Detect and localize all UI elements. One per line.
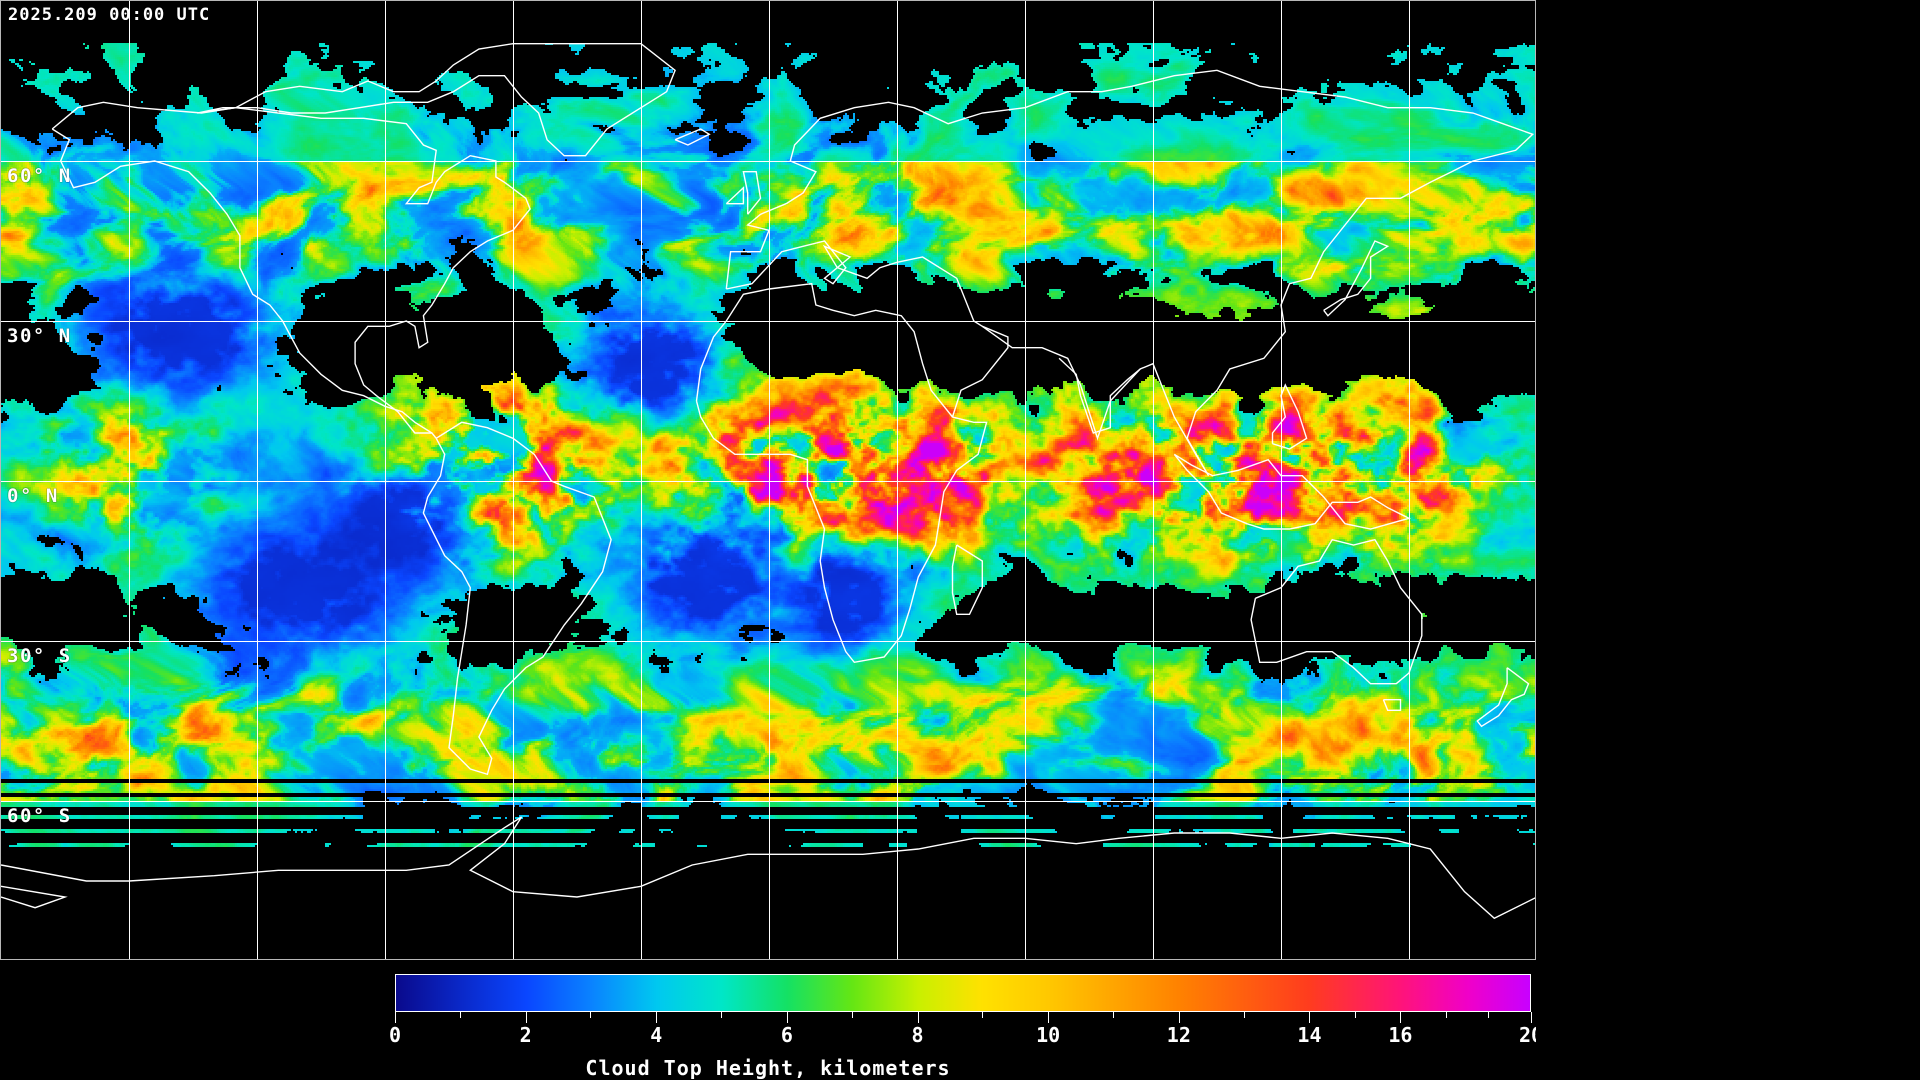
- colorbar-minor-tick-1: [590, 1012, 592, 1018]
- colorbar-minor-tick-8: [1445, 1012, 1447, 1018]
- colorbar-minor-tick-6: [1243, 1012, 1245, 1018]
- colorbar-ticks: [395, 1012, 1532, 1024]
- coastline-segment-9: [1250, 538, 1423, 685]
- colorbar-major-tick-12: [1178, 1012, 1180, 1023]
- colorbar-tick-label-10: 10: [1036, 1023, 1061, 1047]
- colorbar-major-tick-2: [525, 1012, 527, 1023]
- colorbar-tick-label-16: 16: [1388, 1023, 1413, 1047]
- coastline-segment-6: [725, 69, 1535, 477]
- coastline-segment-14: [1271, 383, 1308, 450]
- colorbar-minor-tick-9: [1487, 1012, 1489, 1018]
- colorbar-frame[interactable]: [395, 974, 1531, 1012]
- coastline-segment-2: [197, 43, 676, 157]
- colorbar-tick-label-0: 0: [388, 1023, 402, 1047]
- coastline-segment-1: [51, 128, 433, 434]
- coastline-segment-0: [51, 101, 531, 439]
- coastline-segment-13: [1323, 240, 1390, 317]
- colorbar-major-tick-10: [1048, 1012, 1050, 1023]
- colorbar-major-tick-14: [1309, 1012, 1311, 1023]
- colorbar-minor-tick-5: [1112, 1012, 1114, 1018]
- colorbar-major-tick-6: [786, 1012, 788, 1023]
- colorbar-gradient: [396, 975, 1530, 1011]
- colorbar-major-tick-20: [1531, 1012, 1532, 1023]
- coastline-segment-15: [674, 128, 711, 146]
- coastline-segment-11: [1476, 667, 1530, 728]
- colorbar-tick-label-14: 14: [1297, 1023, 1322, 1047]
- coastline-segment-16: [742, 170, 762, 215]
- colorbar-minor-tick-7: [1354, 1012, 1356, 1018]
- coastline-segment-7: [1058, 357, 1141, 434]
- colorbar-minor-tick-2: [721, 1012, 723, 1018]
- colorbar-major-tick-16: [1400, 1012, 1402, 1023]
- coastline-segment-3: [422, 421, 612, 776]
- coastline-segment-17: [725, 186, 745, 205]
- colorbar-tick-label-12: 12: [1166, 1023, 1191, 1047]
- colorbar-legend: 0 2 4 6 8 10 12 14 16 20 Cloud Top Height, kilome…: [0, 960, 1543, 1080]
- colorbar-tick-label-8: 8: [911, 1023, 924, 1047]
- cloud-top-height-raster: [1, 1, 1535, 959]
- coastline-overlay: [1, 43, 1535, 920]
- coastline-segment-12: [1173, 453, 1411, 530]
- colorbar-tick-label-4: 4: [650, 1023, 663, 1047]
- right-gutter: [1536, 0, 1920, 1080]
- colorbar-title: Cloud Top Height, kilometers: [585, 1056, 951, 1080]
- colorbar-major-tick-0: [395, 1012, 396, 1023]
- colorbar-tick-labels: 0 2 4 6 8 10 12 14 16 20: [389, 1023, 1543, 1049]
- coastline-segment-19: [1, 885, 68, 909]
- coastline-segment-5: [951, 544, 983, 615]
- colorbar-minor-tick-4: [982, 1012, 984, 1018]
- timestamp-label: 2025.209 00:00 UTC: [8, 5, 211, 25]
- coastline-segment-10: [1382, 699, 1402, 711]
- colorbar-tick-label-6: 6: [780, 1023, 793, 1047]
- colorbar-major-tick-4: [656, 1012, 658, 1023]
- colorbar-minor-tick-0: [459, 1012, 461, 1018]
- coastline-segment-8: [951, 325, 1009, 418]
- colorbar-minor-tick-3: [851, 1012, 853, 1018]
- colorbar-tick-label-2: 2: [519, 1023, 532, 1047]
- coastline-segment-4: [695, 282, 988, 664]
- map-panel[interactable]: 60° N 30° N 0° N 30° S 60° S 2025.209 00:00 …: [0, 0, 1536, 960]
- coastline-segment-18: [1, 816, 1535, 920]
- colorbar-major-tick-8: [917, 1012, 919, 1023]
